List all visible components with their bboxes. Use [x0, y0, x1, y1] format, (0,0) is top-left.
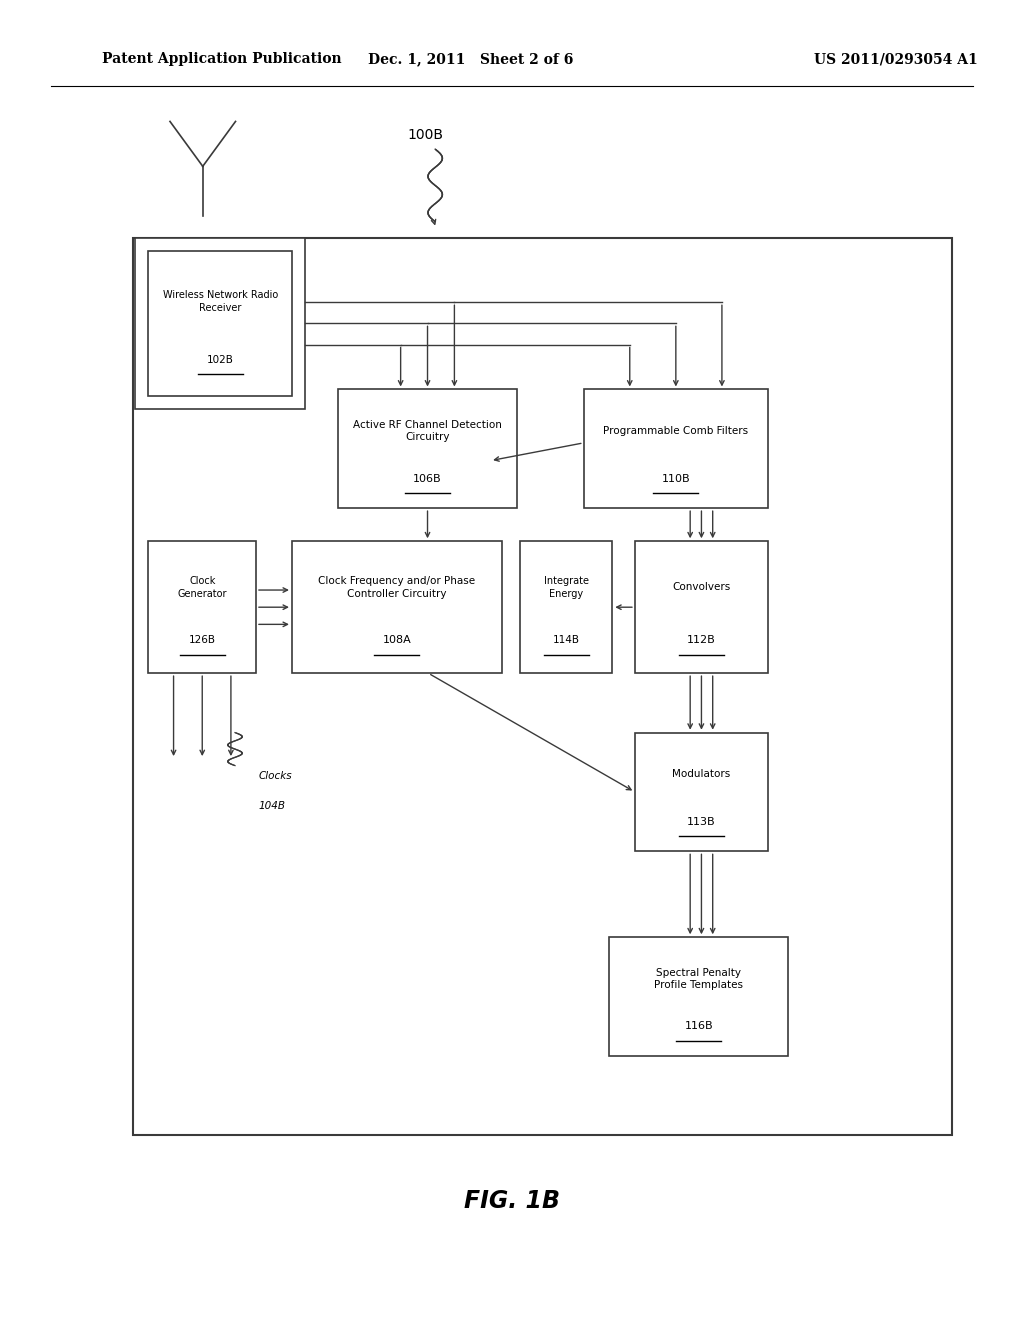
Text: 110B: 110B	[662, 474, 690, 483]
Text: Active RF Channel Detection
Circuitry: Active RF Channel Detection Circuitry	[353, 420, 502, 442]
Text: 104B: 104B	[258, 801, 286, 812]
Text: 108A: 108A	[382, 635, 412, 645]
FancyBboxPatch shape	[338, 389, 517, 508]
Text: Wireless Network Radio
Receiver: Wireless Network Radio Receiver	[163, 290, 278, 313]
Text: Clock
Generator: Clock Generator	[177, 577, 227, 598]
Text: Modulators: Modulators	[673, 770, 730, 779]
FancyBboxPatch shape	[292, 541, 502, 673]
Text: 106B: 106B	[414, 474, 441, 483]
Text: Dec. 1, 2011   Sheet 2 of 6: Dec. 1, 2011 Sheet 2 of 6	[369, 53, 573, 66]
FancyBboxPatch shape	[148, 251, 292, 396]
Text: 100B: 100B	[407, 128, 443, 141]
FancyBboxPatch shape	[635, 733, 768, 851]
Text: Spectral Penalty
Profile Templates: Spectral Penalty Profile Templates	[654, 968, 743, 990]
FancyBboxPatch shape	[635, 541, 768, 673]
Text: 126B: 126B	[188, 635, 216, 645]
Text: US 2011/0293054 A1: US 2011/0293054 A1	[814, 53, 978, 66]
FancyBboxPatch shape	[520, 541, 612, 673]
Text: Integrate
Energy: Integrate Energy	[544, 577, 589, 598]
Text: Clock Frequency and/or Phase
Controller Circuitry: Clock Frequency and/or Phase Controller …	[318, 577, 475, 598]
Text: 113B: 113B	[687, 817, 716, 826]
FancyBboxPatch shape	[584, 389, 768, 508]
FancyBboxPatch shape	[133, 238, 952, 1135]
FancyBboxPatch shape	[148, 541, 256, 673]
Text: FIG. 1B: FIG. 1B	[464, 1189, 560, 1213]
FancyBboxPatch shape	[609, 937, 788, 1056]
Text: Patent Application Publication: Patent Application Publication	[102, 53, 342, 66]
Text: Programmable Comb Filters: Programmable Comb Filters	[603, 426, 749, 436]
Text: Clocks: Clocks	[258, 771, 292, 781]
Text: 116B: 116B	[685, 1022, 713, 1031]
FancyBboxPatch shape	[135, 238, 305, 409]
Text: Convolvers: Convolvers	[673, 582, 730, 593]
Text: 112B: 112B	[687, 635, 716, 645]
Text: 102B: 102B	[207, 355, 233, 364]
Text: 114B: 114B	[553, 635, 580, 645]
